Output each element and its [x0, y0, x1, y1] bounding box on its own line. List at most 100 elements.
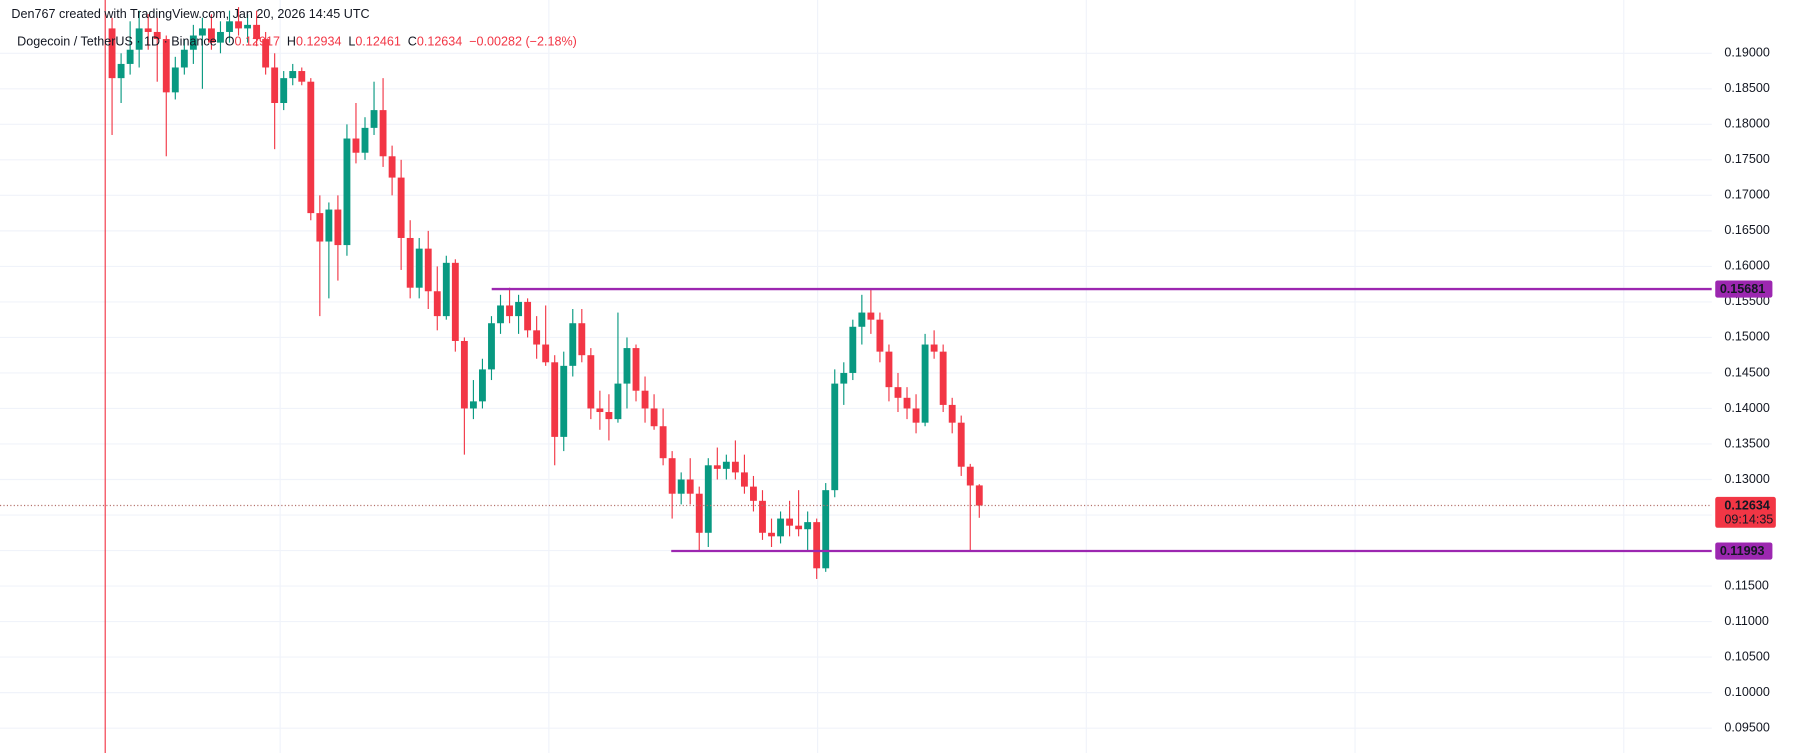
candle-body	[695, 493, 703, 533]
legend-value: 0.12634	[417, 35, 462, 49]
candle-body	[939, 351, 947, 405]
candle-body	[325, 209, 333, 242]
candle-body	[343, 138, 351, 246]
candle-body	[777, 518, 784, 537]
candle-body	[153, 31, 161, 40]
candle-body	[379, 110, 387, 157]
candle-body	[397, 177, 405, 238]
candle-body	[280, 78, 288, 104]
candle-body	[244, 24, 251, 29]
candle-body	[894, 387, 902, 398]
candle-body	[876, 319, 884, 352]
candle-body	[180, 49, 188, 68]
candle-body	[930, 344, 938, 352]
candle-body	[171, 67, 179, 93]
candle-body	[975, 485, 983, 506]
candle-body	[668, 458, 676, 494]
candle-body	[849, 326, 857, 373]
candle-body	[442, 262, 450, 317]
y-tick-label: 0.11500	[1724, 578, 1769, 592]
legend-key: C	[408, 35, 417, 49]
y-tick-label: 0.19000	[1724, 46, 1769, 60]
level-price-box	[1715, 542, 1773, 560]
candle-body	[948, 404, 956, 423]
y-tick-label: 0.17000	[1724, 188, 1769, 202]
candle-body	[650, 408, 658, 427]
candle-body	[560, 365, 568, 437]
candle-body	[786, 518, 794, 526]
candle-body	[551, 362, 559, 437]
candle-body	[912, 408, 920, 423]
candle-body	[460, 340, 468, 409]
y-tick-label: 0.11000	[1724, 614, 1769, 628]
candle-body	[677, 479, 685, 494]
y-tick-label: 0.14000	[1724, 401, 1769, 415]
candle-body	[750, 486, 757, 501]
candle-body	[840, 372, 848, 384]
candle-body	[126, 49, 134, 64]
last-price-label: 0.12634	[1724, 498, 1769, 512]
candle-body	[587, 355, 595, 409]
y-tick-label: 0.09500	[1724, 720, 1769, 734]
candle-body	[768, 532, 775, 537]
y-tick-label: 0.10000	[1724, 685, 1769, 699]
candle-body	[479, 369, 486, 402]
candle-body	[108, 28, 116, 79]
candle-body	[253, 24, 261, 40]
candle-body	[289, 71, 297, 79]
candle-body	[370, 110, 378, 128]
candle-body	[226, 21, 233, 32]
last-price-box	[1715, 496, 1776, 528]
candle-body	[135, 28, 143, 50]
legend-key: O	[225, 35, 235, 49]
candle-body	[533, 330, 541, 345]
y-tick-label: 0.16000	[1724, 259, 1769, 273]
candle-body	[451, 262, 459, 341]
candle-body	[858, 312, 866, 327]
candle-body	[966, 466, 974, 486]
candle-body	[596, 408, 604, 413]
candle-body	[406, 237, 414, 288]
candle-body	[262, 39, 270, 68]
author-line: Den767 created with TradingView.com, Jan…	[11, 7, 369, 21]
candle-body	[316, 213, 324, 242]
legend-key: L	[348, 35, 355, 49]
candle-body	[903, 397, 911, 409]
candle-body	[921, 344, 929, 423]
candle-body	[605, 412, 613, 420]
candle-body	[804, 522, 812, 530]
level-price-label: 0.15681	[1720, 282, 1765, 296]
y-tick-label: 0.16500	[1724, 223, 1769, 237]
y-tick-label: 0.18500	[1724, 81, 1769, 95]
candle-body	[271, 67, 279, 104]
candle-body	[641, 390, 649, 409]
y-tick-label: 0.13000	[1724, 472, 1769, 486]
candle-body	[198, 28, 206, 36]
candle-body	[235, 21, 242, 29]
candle-body	[659, 426, 667, 459]
candle-body	[469, 401, 477, 409]
candle-body	[623, 348, 631, 384]
candle-body	[578, 323, 586, 356]
y-tick-label: 0.18000	[1724, 117, 1769, 131]
candle-body	[515, 301, 523, 317]
candle-body	[361, 127, 369, 153]
candle-body	[352, 138, 360, 153]
candle-body	[217, 31, 224, 43]
candle-body	[298, 71, 306, 82]
candle-body	[334, 209, 342, 246]
countdown-label: 09:14:35	[1724, 513, 1773, 527]
legend-change: −0.00282 (−2.18%)	[469, 35, 577, 49]
level-price-box	[1715, 280, 1773, 298]
candle-body	[144, 28, 152, 32]
candle-body	[162, 39, 170, 93]
plot-area	[0, 7, 1712, 579]
level-price-label: 0.11993	[1720, 544, 1765, 558]
legend-value: 0.12934	[296, 35, 341, 49]
candle-body	[795, 525, 803, 530]
candle-body	[524, 301, 532, 331]
candle-body	[731, 461, 739, 473]
symbol-legend: Dogecoin / TetherUS · 1D · Binance O0.12…	[17, 35, 577, 49]
